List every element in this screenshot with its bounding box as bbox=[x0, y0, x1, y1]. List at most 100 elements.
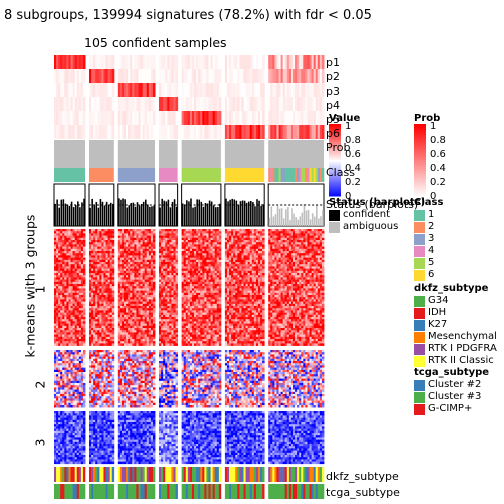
p2-cell bbox=[91, 69, 94, 83]
heatmap-cell bbox=[103, 343, 106, 346]
heatmap-cell bbox=[89, 310, 92, 313]
p2-cell bbox=[315, 69, 319, 83]
heatmap-cell bbox=[134, 262, 137, 265]
heatmap-cell bbox=[107, 268, 111, 272]
heatmap-cell bbox=[64, 262, 67, 265]
p3-cell bbox=[303, 83, 306, 97]
heatmap-cell bbox=[167, 266, 170, 269]
heatmap-cell bbox=[82, 235, 86, 239]
heatmap-cell bbox=[109, 248, 113, 252]
heatmap-cell bbox=[150, 255, 154, 258]
heatmap-cell bbox=[167, 235, 170, 239]
heatmap-cell bbox=[76, 323, 80, 327]
p5-cell bbox=[58, 111, 61, 125]
heatmap-cell bbox=[105, 259, 109, 263]
heatmap-cell bbox=[89, 306, 92, 309]
p6-cell bbox=[189, 125, 193, 139]
p5-cell bbox=[288, 111, 292, 125]
heatmap-cell bbox=[109, 292, 113, 296]
heatmap-cell bbox=[91, 314, 94, 318]
heatmap-cell bbox=[150, 292, 154, 296]
heatmap-cell bbox=[80, 246, 84, 250]
heatmap-cell bbox=[93, 279, 96, 283]
heatmap-cell bbox=[78, 244, 82, 247]
heatmap-cell bbox=[171, 231, 174, 234]
heatmap-cell bbox=[103, 330, 106, 333]
heatmap-cell bbox=[169, 295, 172, 298]
heatmap-cell bbox=[58, 303, 61, 307]
heatmap-cell bbox=[70, 292, 74, 296]
heatmap-cell bbox=[119, 290, 123, 294]
heatmap-cell bbox=[183, 317, 187, 320]
heatmap-cell bbox=[58, 275, 61, 278]
heatmap-cell bbox=[72, 321, 76, 324]
heatmap-cell bbox=[80, 295, 84, 298]
heatmap-cell bbox=[117, 281, 121, 285]
heatmap-cell bbox=[58, 341, 61, 344]
heatmap-cell bbox=[76, 246, 80, 250]
heatmap-cell bbox=[68, 242, 71, 245]
heatmap-cell bbox=[91, 277, 94, 280]
p1-cell bbox=[212, 55, 216, 69]
status-bar bbox=[107, 204, 110, 226]
heatmap-cell bbox=[101, 339, 104, 342]
heatmap-cell bbox=[70, 325, 74, 329]
heatmap-cell bbox=[97, 275, 100, 278]
heatmap-cell bbox=[140, 237, 144, 241]
p6-cell bbox=[128, 125, 131, 139]
heatmap-cell bbox=[159, 275, 162, 278]
heatmap-cell bbox=[54, 281, 57, 285]
heatmap-cell bbox=[91, 323, 94, 327]
heatmap-cell bbox=[152, 325, 156, 329]
p3-cell bbox=[276, 83, 280, 97]
p5-cell bbox=[66, 111, 69, 125]
heatmap-cell bbox=[140, 306, 144, 309]
status-bar bbox=[276, 206, 279, 226]
p3-cell bbox=[99, 83, 102, 97]
heatmap-cell bbox=[130, 323, 133, 327]
heatmap-cell bbox=[66, 292, 69, 296]
p4-cell bbox=[72, 97, 76, 111]
heatmap-cell bbox=[132, 310, 135, 313]
heatmap-cell bbox=[91, 286, 94, 289]
heatmap-cell bbox=[183, 251, 187, 254]
heatmap-cell bbox=[132, 270, 135, 274]
heatmap-cell bbox=[140, 323, 144, 327]
heatmap-cell bbox=[132, 231, 135, 234]
heatmap-cell bbox=[126, 308, 129, 311]
heatmap-cell bbox=[167, 284, 170, 287]
heatmap-cell bbox=[101, 290, 104, 294]
p2-cell bbox=[146, 69, 150, 83]
heatmap-cell bbox=[62, 325, 65, 329]
heatmap-cell bbox=[66, 235, 69, 239]
heatmap-cell bbox=[144, 257, 148, 261]
heatmap-cell bbox=[99, 339, 102, 342]
heatmap-cell bbox=[175, 325, 179, 329]
heatmap-cell bbox=[82, 253, 86, 256]
heatmap-cell bbox=[146, 273, 150, 276]
heatmap-cell bbox=[76, 295, 80, 298]
heatmap-cell bbox=[54, 262, 57, 265]
status-bar bbox=[287, 207, 289, 226]
heatmap-cell bbox=[93, 277, 96, 280]
heatmap-cell bbox=[144, 325, 148, 329]
heatmap-cell bbox=[58, 233, 61, 236]
heatmap-cell bbox=[72, 277, 76, 280]
heatmap-cell bbox=[54, 237, 57, 241]
heatmap-cell bbox=[70, 270, 74, 274]
p3-cell bbox=[301, 83, 304, 97]
heatmap-cell bbox=[72, 266, 76, 269]
heatmap-cell bbox=[60, 279, 63, 283]
heatmap-cell bbox=[150, 231, 154, 234]
heatmap-cell bbox=[54, 233, 57, 236]
heatmap-cell bbox=[105, 255, 109, 258]
heatmap-cell bbox=[72, 273, 76, 276]
heatmap-cell bbox=[54, 341, 57, 344]
heatmap-cell bbox=[105, 246, 109, 250]
heatmap-cell bbox=[181, 336, 185, 340]
heatmap-cell bbox=[183, 257, 187, 261]
heatmap-cell bbox=[121, 312, 125, 316]
heatmap-cell bbox=[70, 268, 74, 272]
p6-cell bbox=[262, 125, 265, 139]
heatmap-cell bbox=[60, 244, 63, 247]
